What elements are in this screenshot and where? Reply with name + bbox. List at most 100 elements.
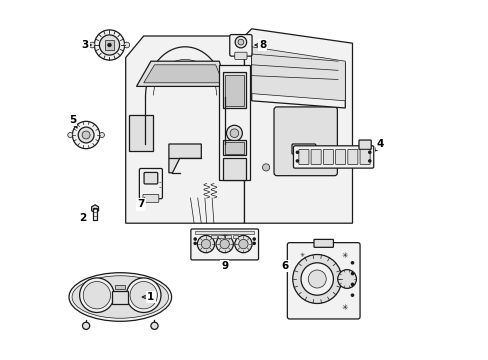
Bar bbox=[129, 115, 152, 151]
Circle shape bbox=[296, 160, 298, 162]
Circle shape bbox=[72, 121, 100, 149]
FancyBboxPatch shape bbox=[358, 140, 370, 149]
Text: 8: 8 bbox=[258, 40, 265, 50]
Text: ✳: ✳ bbox=[341, 251, 347, 260]
Circle shape bbox=[216, 235, 233, 253]
Polygon shape bbox=[125, 36, 244, 223]
Bar bbox=[112, 291, 128, 304]
Circle shape bbox=[351, 262, 353, 264]
FancyBboxPatch shape bbox=[142, 194, 159, 202]
FancyBboxPatch shape bbox=[347, 149, 357, 165]
FancyBboxPatch shape bbox=[313, 239, 333, 247]
Text: -: - bbox=[159, 179, 161, 185]
FancyBboxPatch shape bbox=[144, 172, 158, 184]
Polygon shape bbox=[244, 29, 352, 223]
Circle shape bbox=[126, 278, 161, 312]
Circle shape bbox=[292, 255, 341, 303]
Text: 6: 6 bbox=[281, 261, 288, 271]
Ellipse shape bbox=[69, 273, 171, 321]
Bar bbox=[223, 140, 246, 155]
Bar bbox=[211, 235, 216, 238]
Text: ✳: ✳ bbox=[341, 303, 347, 312]
Text: 1: 1 bbox=[147, 292, 154, 302]
FancyBboxPatch shape bbox=[234, 52, 246, 59]
Bar bbox=[115, 285, 125, 289]
Circle shape bbox=[151, 322, 158, 329]
Text: 9: 9 bbox=[221, 261, 228, 271]
Circle shape bbox=[238, 39, 244, 45]
Circle shape bbox=[337, 270, 356, 288]
Circle shape bbox=[262, 164, 269, 171]
Bar bbox=[224, 142, 244, 154]
Circle shape bbox=[123, 42, 129, 48]
Text: 7: 7 bbox=[137, 199, 144, 210]
FancyBboxPatch shape bbox=[323, 149, 333, 165]
Circle shape bbox=[197, 235, 214, 253]
Bar bbox=[223, 158, 246, 180]
Circle shape bbox=[351, 294, 353, 296]
Circle shape bbox=[220, 239, 229, 249]
Polygon shape bbox=[136, 61, 226, 86]
Circle shape bbox=[368, 151, 370, 153]
Circle shape bbox=[238, 239, 247, 249]
FancyBboxPatch shape bbox=[139, 168, 162, 199]
Circle shape bbox=[201, 239, 210, 249]
Circle shape bbox=[89, 42, 95, 48]
Text: 2: 2 bbox=[79, 213, 86, 223]
Circle shape bbox=[99, 35, 120, 55]
Bar bbox=[195, 231, 254, 234]
Circle shape bbox=[368, 160, 370, 162]
Polygon shape bbox=[251, 47, 345, 101]
Circle shape bbox=[78, 127, 94, 143]
Circle shape bbox=[296, 151, 298, 153]
Text: 4: 4 bbox=[376, 139, 384, 149]
Bar bbox=[218, 235, 224, 238]
Text: 5: 5 bbox=[69, 114, 76, 125]
FancyBboxPatch shape bbox=[273, 107, 337, 176]
Bar bbox=[224, 75, 244, 106]
FancyBboxPatch shape bbox=[190, 229, 258, 260]
Circle shape bbox=[310, 147, 314, 151]
FancyBboxPatch shape bbox=[287, 243, 359, 319]
Circle shape bbox=[234, 235, 251, 253]
Circle shape bbox=[351, 283, 353, 285]
Circle shape bbox=[94, 30, 124, 60]
Ellipse shape bbox=[72, 276, 168, 318]
FancyBboxPatch shape bbox=[310, 149, 321, 165]
FancyBboxPatch shape bbox=[229, 35, 251, 56]
Circle shape bbox=[235, 36, 246, 48]
Circle shape bbox=[194, 242, 196, 244]
Bar bbox=[219, 65, 249, 180]
Circle shape bbox=[230, 129, 238, 138]
Circle shape bbox=[351, 273, 353, 275]
Circle shape bbox=[82, 131, 90, 139]
Polygon shape bbox=[251, 49, 345, 108]
Circle shape bbox=[82, 322, 89, 329]
Text: ✳: ✳ bbox=[299, 253, 304, 258]
Circle shape bbox=[226, 125, 242, 141]
Circle shape bbox=[253, 242, 255, 244]
Text: 3: 3 bbox=[81, 40, 89, 50]
Bar bbox=[223, 72, 246, 108]
Polygon shape bbox=[143, 65, 223, 83]
Circle shape bbox=[83, 282, 110, 309]
Circle shape bbox=[107, 43, 111, 47]
Polygon shape bbox=[91, 205, 98, 213]
Bar bbox=[104, 40, 114, 50]
Circle shape bbox=[194, 238, 196, 240]
Circle shape bbox=[301, 263, 333, 295]
Bar bbox=[93, 208, 97, 220]
FancyBboxPatch shape bbox=[298, 149, 308, 165]
Circle shape bbox=[99, 132, 104, 138]
Text: -: - bbox=[159, 185, 161, 190]
FancyBboxPatch shape bbox=[291, 144, 315, 154]
Circle shape bbox=[253, 238, 255, 240]
FancyBboxPatch shape bbox=[359, 149, 369, 165]
Circle shape bbox=[68, 132, 73, 138]
FancyBboxPatch shape bbox=[293, 146, 373, 168]
Circle shape bbox=[307, 270, 325, 288]
Bar bbox=[232, 235, 238, 238]
Circle shape bbox=[130, 282, 157, 309]
Polygon shape bbox=[168, 144, 201, 173]
FancyBboxPatch shape bbox=[335, 149, 345, 165]
